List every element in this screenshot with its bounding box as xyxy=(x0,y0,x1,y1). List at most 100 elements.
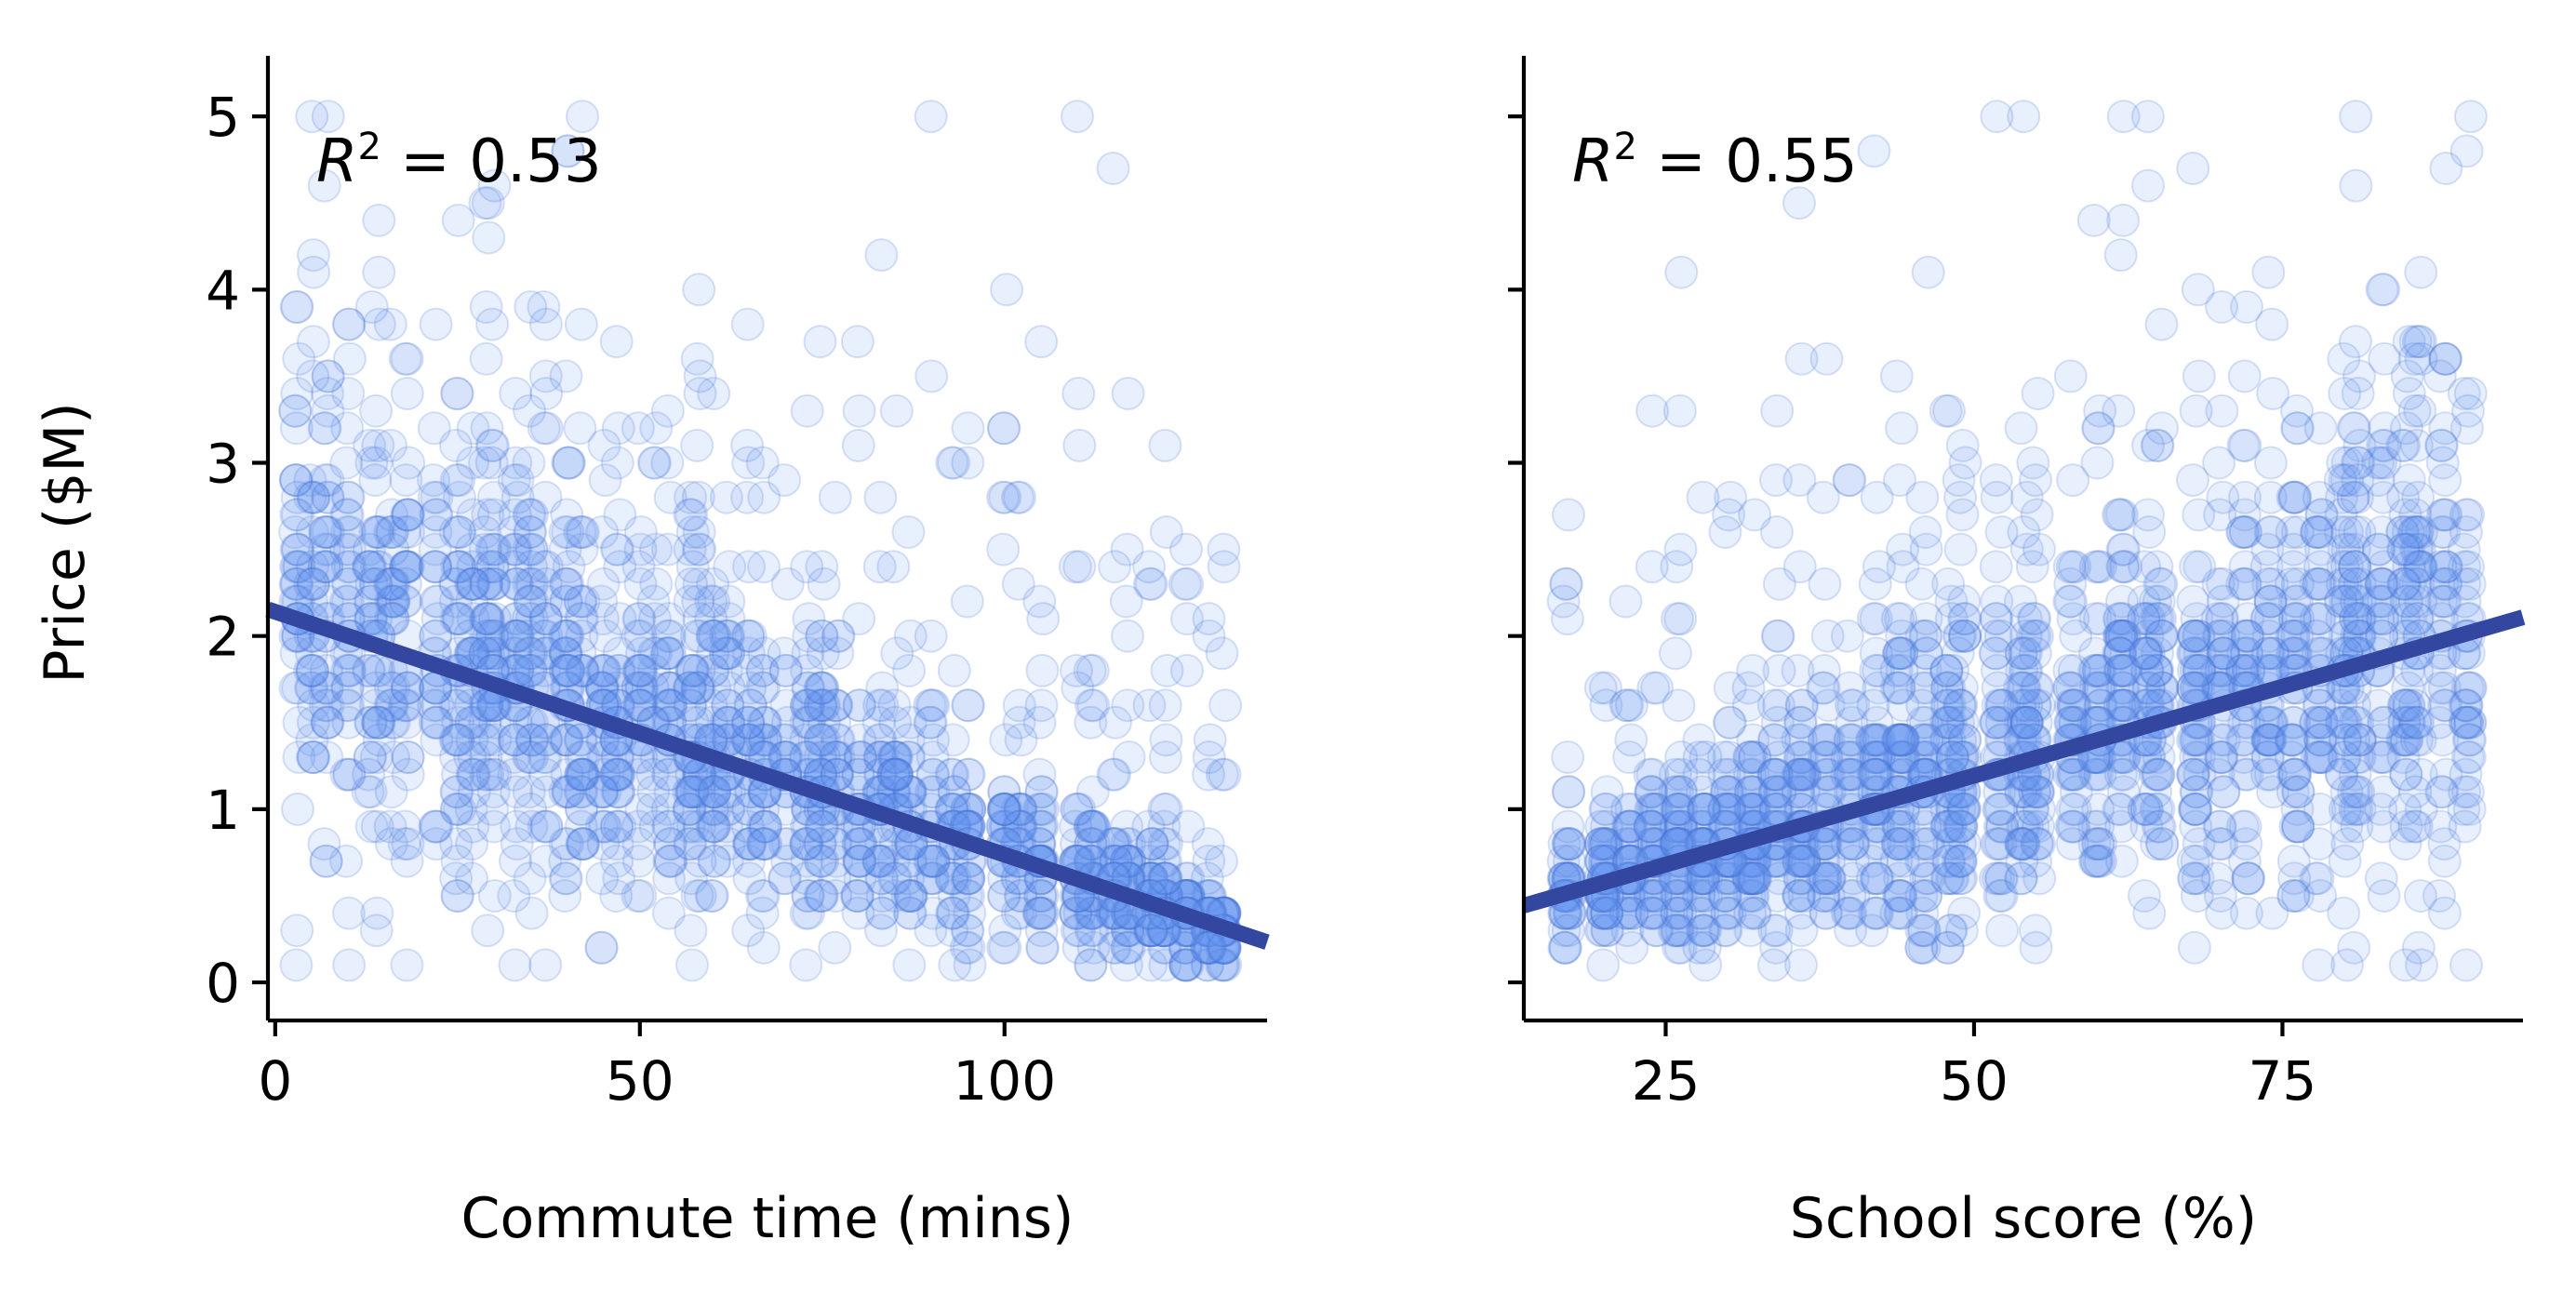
data-point xyxy=(391,827,425,861)
data-point xyxy=(2401,705,2436,740)
data-point xyxy=(1880,602,1915,636)
data-point xyxy=(675,948,709,982)
data-point xyxy=(1170,567,1205,601)
data-point xyxy=(359,914,394,948)
data-point xyxy=(621,653,656,687)
data-point xyxy=(653,844,687,878)
data-point xyxy=(1713,705,1747,740)
data-point xyxy=(792,602,826,636)
data-point xyxy=(279,411,314,446)
data-point xyxy=(296,740,329,774)
data-point xyxy=(818,930,852,965)
data-point xyxy=(2142,567,2177,601)
data-point xyxy=(1135,914,1169,948)
data-point xyxy=(278,515,313,549)
data-point xyxy=(624,671,659,705)
data-point xyxy=(2390,359,2424,393)
data-point xyxy=(2452,671,2487,705)
data-point xyxy=(552,775,586,809)
data-point xyxy=(375,705,409,740)
data-point xyxy=(2021,377,2055,410)
data-point xyxy=(1149,827,1183,861)
data-point xyxy=(950,584,984,619)
data-point xyxy=(1147,809,1181,844)
data-point xyxy=(2366,705,2400,740)
data-point xyxy=(2177,930,2211,965)
data-point xyxy=(1614,688,1648,723)
data-point xyxy=(1096,844,1130,878)
data-point xyxy=(730,653,765,687)
data-point xyxy=(2404,255,2438,289)
data-point xyxy=(377,740,411,774)
data-point xyxy=(862,550,897,584)
school-y-ticks xyxy=(1508,114,1524,985)
data-point xyxy=(1833,463,1867,498)
data-point xyxy=(1905,480,1940,514)
data-point xyxy=(891,515,926,549)
data-point xyxy=(987,775,1021,809)
data-point xyxy=(914,861,948,896)
data-point xyxy=(2230,619,2264,653)
data-point xyxy=(1025,896,1060,930)
data-point xyxy=(454,705,488,740)
data-point xyxy=(563,775,597,809)
data-point xyxy=(1134,861,1168,896)
data-point xyxy=(599,757,634,792)
data-point xyxy=(529,775,564,809)
data-point xyxy=(2328,377,2362,410)
data-point xyxy=(2106,203,2141,237)
data-point xyxy=(454,532,488,567)
data-point xyxy=(842,602,876,636)
data-point xyxy=(732,861,767,896)
data-point xyxy=(674,775,709,809)
data-point xyxy=(1207,550,1241,584)
data-point xyxy=(2227,359,2262,393)
data-point xyxy=(420,705,454,740)
y-tick-label: 4 xyxy=(206,259,240,322)
data-point xyxy=(732,550,766,584)
data-point xyxy=(951,446,985,480)
data-point xyxy=(952,757,986,792)
data-point xyxy=(441,705,475,740)
data-point xyxy=(623,567,658,601)
data-point xyxy=(455,757,489,792)
data-point xyxy=(863,723,898,757)
data-point xyxy=(585,515,620,549)
data-point xyxy=(373,307,407,341)
data-point xyxy=(1134,914,1168,948)
data-point xyxy=(1858,567,1892,601)
data-point xyxy=(2141,602,2175,636)
data-point xyxy=(986,532,1021,567)
data-point xyxy=(914,914,948,948)
data-point xyxy=(1132,688,1167,723)
data-point xyxy=(767,740,802,774)
data-point xyxy=(674,914,708,948)
data-point xyxy=(2057,653,2091,687)
data-point xyxy=(1062,550,1097,584)
data-point xyxy=(1879,653,1914,687)
data-point xyxy=(498,948,532,982)
data-point xyxy=(791,636,825,671)
data-point xyxy=(440,844,474,878)
data-point xyxy=(1061,377,1096,410)
data-point xyxy=(1885,411,1919,446)
data-point xyxy=(515,723,550,757)
data-point xyxy=(330,411,365,446)
data-point xyxy=(2385,428,2420,462)
data-point xyxy=(2342,775,2376,809)
data-point xyxy=(2132,896,2167,930)
data-point xyxy=(892,948,927,982)
data-point xyxy=(472,220,506,255)
data-point xyxy=(952,861,986,896)
data-point xyxy=(746,809,781,844)
data-point xyxy=(280,480,314,514)
data-point xyxy=(893,705,928,740)
data-point xyxy=(1911,255,1945,289)
data-point xyxy=(1783,705,1818,740)
data-point xyxy=(513,498,547,532)
data-point xyxy=(695,775,729,809)
data-point xyxy=(564,584,598,619)
data-point xyxy=(307,168,341,203)
data-point xyxy=(804,844,838,878)
data-point xyxy=(2142,757,2176,792)
